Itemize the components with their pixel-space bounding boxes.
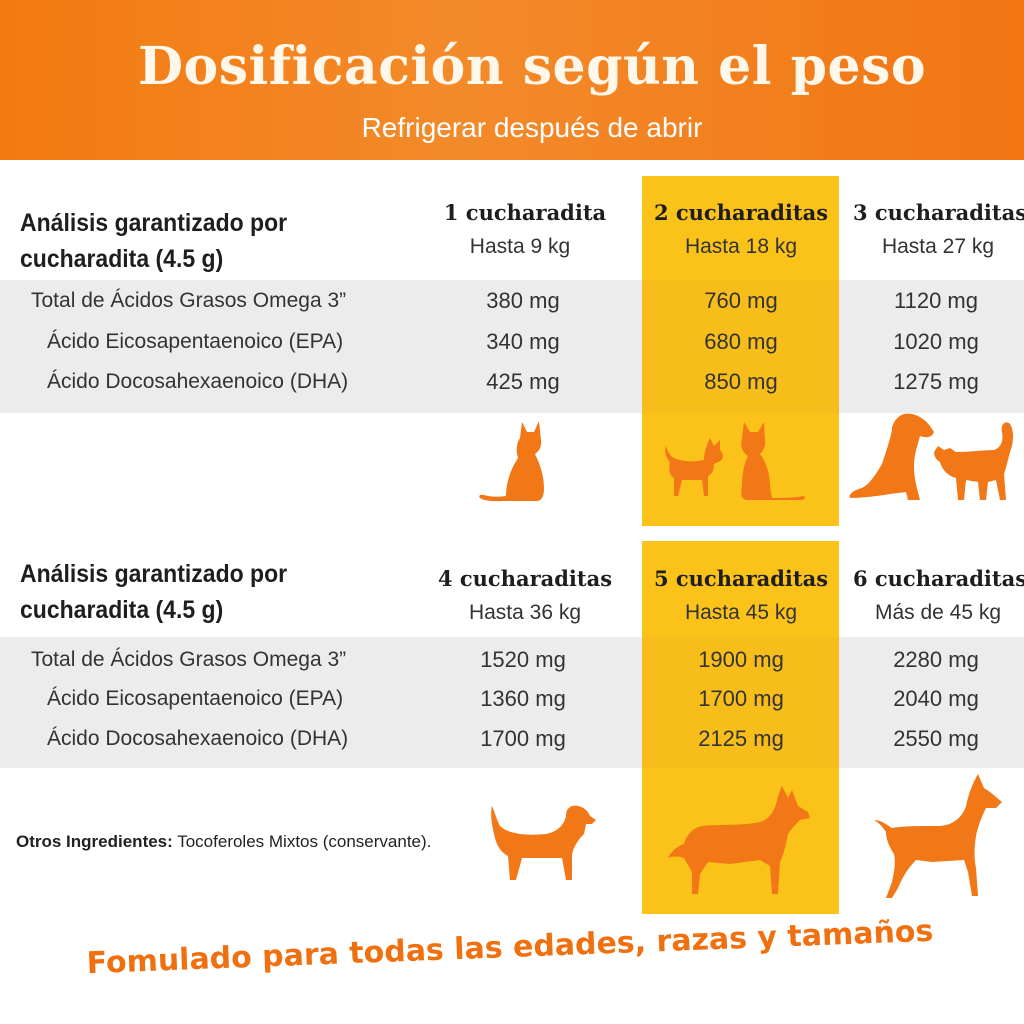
value-6-epa: 2040 mg bbox=[893, 686, 979, 711]
highlight-band-overlay-1 bbox=[642, 280, 839, 413]
other-ingredients-label: Otros Ingredientes: bbox=[16, 832, 173, 851]
value-1-epa: 340 mg bbox=[486, 329, 560, 354]
section-1-label-line2: cucharadita (4.5 g) bbox=[20, 245, 224, 273]
section-1-label-line1: Análisis garantizado por bbox=[20, 209, 288, 237]
weight-header-3: Hasta 27 kg bbox=[881, 235, 995, 258]
value-3-omega3: 1120 mg bbox=[894, 288, 978, 313]
row-label-omega3: Total de Ácidos Grasos Omega 3” bbox=[31, 289, 347, 312]
dose-header-6: 6 cucharaditas bbox=[852, 566, 1024, 591]
value-2-omega3: 760 mg bbox=[704, 288, 778, 313]
value-5-omega3: 1900 mg bbox=[698, 647, 784, 672]
row-label-epa: Ácido Eicosapentaenoico (EPA) bbox=[47, 330, 344, 353]
value-1-dha: 425 mg bbox=[486, 369, 560, 394]
medium-dog-silhouette-icon bbox=[491, 805, 596, 880]
section-2-label-line1: Análisis garantizado por bbox=[20, 560, 288, 588]
cat-sitting-silhouette-icon bbox=[741, 422, 805, 500]
value-3-dha: 1275 mg bbox=[893, 369, 979, 394]
other-ingredients: Otros Ingredientes: Tocoferoles Mixtos (… bbox=[16, 832, 431, 852]
value-4-omega3: 1520 mg bbox=[480, 647, 566, 672]
page-subtitle: Refrigerar después de abrir bbox=[361, 112, 703, 143]
value-5-epa: 1700 mg bbox=[698, 686, 784, 711]
dose-header-4: 4 cucharaditas bbox=[437, 566, 613, 591]
highlight-band-overlay-2 bbox=[642, 637, 839, 768]
dose-header-2: 2 cucharaditas bbox=[653, 200, 829, 225]
dog-sitting-silhouette-icon bbox=[849, 413, 934, 500]
dose-header-5: 5 cucharaditas bbox=[653, 566, 829, 591]
dose-header-3: 3 cucharaditas bbox=[852, 200, 1024, 225]
doberman-silhouette-icon bbox=[874, 774, 1002, 898]
section-1-values-band bbox=[0, 280, 1024, 413]
section-2-values-band bbox=[0, 637, 1024, 768]
value-5-dha: 2125 mg bbox=[698, 726, 784, 751]
section-2-label-line2: cucharadita (4.5 g) bbox=[20, 596, 224, 624]
cat-standing-silhouette-icon bbox=[934, 422, 1013, 500]
value-6-omega3: 2280 mg bbox=[893, 647, 979, 672]
weight-header-2: Hasta 18 kg bbox=[684, 235, 798, 258]
header-banner: Dosificación según el peso Refrigerar de… bbox=[0, 0, 1024, 160]
dose-header-1: 1 cucharadita bbox=[443, 200, 607, 225]
section-2-label: Análisis garantizado por cucharadita (4.… bbox=[20, 556, 287, 628]
value-3-epa: 1020 mg bbox=[893, 329, 979, 354]
weight-header-4: Hasta 36 kg bbox=[468, 601, 582, 624]
value-2-dha: 850 mg bbox=[704, 369, 778, 394]
row-label-epa-2: Ácido Eicosapentaenoico (EPA) bbox=[47, 687, 344, 710]
large-dog-silhouette-icon bbox=[668, 786, 810, 894]
value-4-dha: 1700 mg bbox=[480, 726, 566, 751]
row-label-omega3-2: Total de Ácidos Grasos Omega 3” bbox=[31, 648, 347, 671]
value-4-epa: 1360 mg bbox=[480, 686, 566, 711]
small-dog-silhouette-icon bbox=[665, 438, 723, 496]
value-6-dha: 2550 mg bbox=[893, 726, 979, 751]
value-2-epa: 680 mg bbox=[704, 329, 778, 354]
value-1-omega3: 380 mg bbox=[486, 288, 560, 313]
section-1-label: Análisis garantizado por cucharadita (4.… bbox=[20, 205, 287, 277]
row-label-dha-2: Ácido Docosahexaenoico (DHA) bbox=[47, 727, 349, 750]
weight-header-1: Hasta 9 kg bbox=[469, 235, 571, 258]
row-label-dha: Ácido Docosahexaenoico (DHA) bbox=[47, 370, 349, 393]
footer-slogan: Fomulado para todas las edades, razas y … bbox=[86, 913, 934, 982]
weight-header-6: Más de 45 kg bbox=[874, 601, 1002, 624]
page-title: Dosificación según el peso bbox=[137, 36, 927, 97]
cat-silhouette-icon bbox=[479, 421, 544, 502]
other-ingredients-value: Tocoferoles Mixtos (conservante). bbox=[172, 832, 432, 851]
weight-header-5: Hasta 45 kg bbox=[684, 601, 798, 624]
